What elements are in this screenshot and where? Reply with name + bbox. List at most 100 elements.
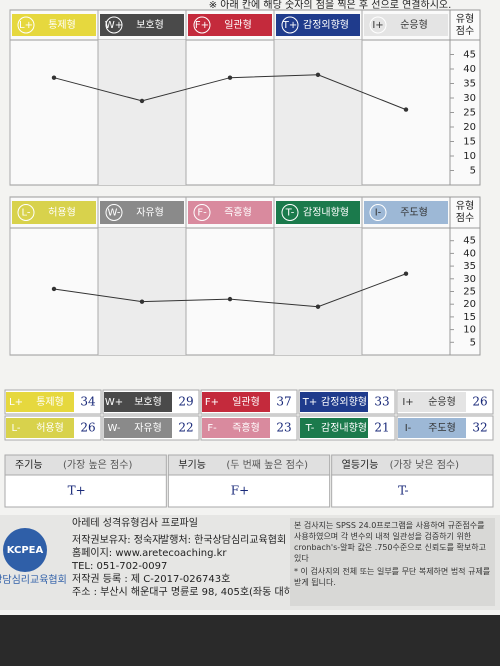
type-label: 일관형 [224, 19, 252, 31]
type-label: 통제형 [48, 19, 76, 31]
badge [369, 16, 387, 34]
score-type [104, 392, 172, 412]
axis-title: 점수 [456, 212, 474, 224]
score-value: 32 [472, 421, 487, 435]
score-value: 37 [276, 395, 291, 409]
point [51, 286, 57, 292]
badge [281, 16, 299, 34]
badge [17, 16, 35, 34]
function-note: (가장 높은 점수) [63, 459, 132, 471]
score-badge: I+ [402, 397, 413, 408]
score-label: 허용형 [36, 422, 64, 434]
function-answer: T- [398, 484, 409, 498]
y-tick-label: 35 [463, 261, 476, 272]
y-tick-label: 10 [463, 151, 476, 162]
org: 상담심리교육협회 [0, 573, 67, 586]
type-header [12, 14, 96, 36]
y-tick-label: 35 [463, 79, 476, 90]
point [315, 304, 321, 309]
score-type [202, 392, 270, 412]
type-label: 허용형 [48, 207, 76, 219]
function-note: (두 번째 높은 점수) [226, 459, 308, 471]
score-label: 일관형 [232, 396, 260, 408]
function-note: (가장 낮은 점수) [390, 459, 459, 471]
instruction: ※ 아래 칸에 해당 숫자의 점을 찍은 후 선으로 연결하시오. [209, 0, 452, 11]
function-body [331, 474, 494, 508]
y-tick-label: 25 [463, 287, 476, 298]
score-badge: F+ [205, 397, 219, 408]
score-value: 34 [80, 395, 96, 409]
score-badge: W- [107, 423, 120, 434]
badge [369, 204, 387, 221]
note: 본 검사지는 SPSS 24.0프로그램을 사용하여 규준점수를 사용하였으며 … [294, 521, 491, 587]
type-header [12, 201, 96, 224]
score-label: 순응형 [428, 396, 456, 408]
axis-title: 유형 [456, 200, 474, 212]
type-label: 순응형 [400, 19, 428, 31]
score-value: 29 [178, 395, 193, 409]
badge-label: L- [21, 208, 30, 219]
badge-label: T+ [282, 20, 298, 31]
badge [17, 204, 35, 221]
point [227, 75, 233, 80]
function-body [4, 474, 167, 508]
function-label: 부기능 [178, 459, 206, 471]
score-label: 감정외향형 [321, 396, 367, 408]
type-header [276, 14, 360, 36]
y-tick-label: 30 [463, 93, 476, 104]
badge [193, 204, 211, 221]
score-label: 통제형 [36, 396, 64, 408]
footer-line: 홈페이지: www.aretecoaching.kr [72, 546, 227, 559]
score-type [300, 418, 368, 438]
score-value: 21 [374, 421, 389, 435]
footer-title: 아레테 성격유형검사 프로파일 [72, 516, 198, 529]
y-tick-label: 25 [463, 108, 476, 119]
score-label: 보호형 [134, 396, 162, 408]
score-type [300, 392, 368, 412]
type-header [100, 201, 184, 224]
point [227, 296, 233, 302]
score-type [398, 418, 466, 438]
y-tick-label: 10 [463, 325, 476, 336]
footer-line: 저작권보유자: 정숙자 [72, 534, 161, 546]
score-badge: I- [405, 423, 412, 434]
badge-label: W+ [105, 20, 123, 31]
score-badge: T+ [302, 397, 318, 408]
score-type [202, 418, 270, 438]
type-label: 감정외향형 [303, 19, 349, 31]
type-header [188, 14, 272, 36]
function-label: 열등기능 [342, 459, 379, 471]
score-label: 자유형 [134, 422, 162, 434]
footer-line: TEL: 051-702-0097 [71, 561, 167, 572]
y-tick-label: 15 [463, 137, 476, 148]
score-value: 26 [472, 395, 487, 409]
point [403, 107, 409, 112]
score-value: 33 [374, 395, 389, 409]
score-label: 주도형 [428, 422, 456, 434]
score-value: 26 [80, 421, 95, 435]
type-header [364, 14, 448, 36]
badge [105, 204, 123, 221]
function-label: 주기능 [15, 459, 43, 471]
footer-line: 발행처: 한국상담심리교육협회 [160, 533, 286, 546]
column-shade [274, 228, 362, 355]
score-type [398, 392, 466, 412]
column-shade [98, 228, 186, 355]
badge [193, 16, 211, 34]
type-label: 감정내향형 [303, 207, 349, 219]
score-value: 22 [178, 421, 193, 435]
badge-label: I+ [372, 20, 383, 31]
type-label: 주도형 [400, 207, 428, 219]
y-tick-label: 45 [463, 50, 476, 61]
function-answer: T+ [68, 484, 86, 498]
function-answer: F+ [231, 484, 249, 498]
y-tick-label: 20 [463, 299, 476, 310]
warning-text: * 이 검사지의 전체 또는 일부를 무단 복제하면 법적 규제를 받게 됩니다… [294, 567, 491, 587]
axis-title: 유형 [456, 13, 474, 25]
point [139, 299, 145, 304]
logo: KCPEA [7, 545, 44, 556]
note-text: 본 검사지는 SPSS 24.0프로그램을 사용하여 규준점수를 사용하였으며 … [294, 521, 486, 563]
point [139, 98, 145, 104]
y-tick-label: 30 [463, 274, 476, 285]
